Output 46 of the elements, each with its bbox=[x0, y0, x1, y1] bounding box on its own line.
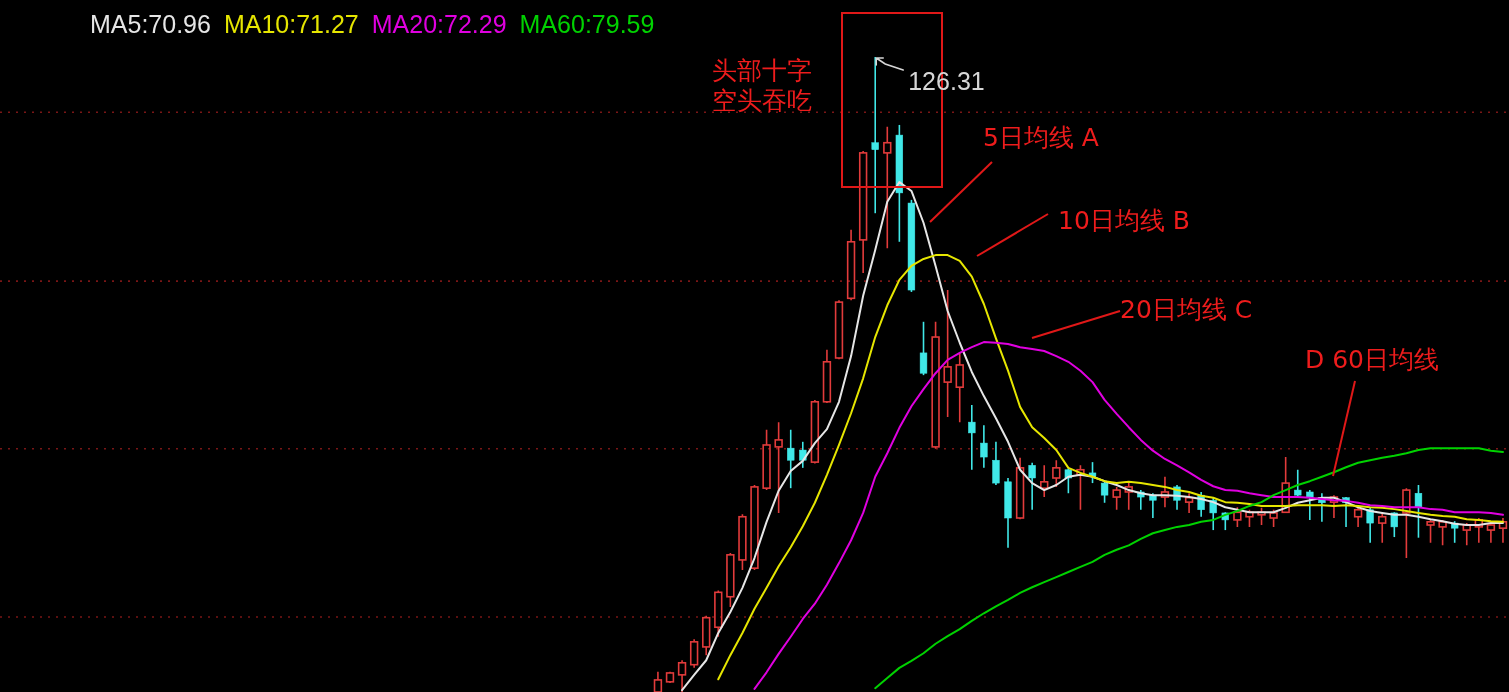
candlestick bbox=[1353, 507, 1363, 528]
candlestick bbox=[1378, 512, 1387, 544]
candlestick bbox=[1040, 464, 1049, 498]
candlestick bbox=[677, 659, 687, 692]
candlestick bbox=[1474, 517, 1484, 544]
candlestick bbox=[1306, 489, 1314, 521]
candlestick bbox=[1149, 492, 1157, 519]
candlestick bbox=[980, 424, 988, 469]
candlestick bbox=[689, 638, 699, 669]
candlestick bbox=[943, 289, 952, 418]
candlestick bbox=[1402, 487, 1411, 559]
candlestick bbox=[787, 428, 795, 489]
candlestick bbox=[702, 615, 711, 656]
candlestick bbox=[774, 421, 783, 514]
candlestick bbox=[1486, 522, 1496, 544]
candlestick bbox=[1015, 456, 1025, 519]
annotation: 空头吞吃 bbox=[712, 86, 812, 115]
candlestick bbox=[1160, 475, 1170, 509]
candlestick bbox=[1366, 507, 1374, 544]
candlestick bbox=[822, 348, 832, 403]
candlestick bbox=[955, 352, 964, 423]
candlestick bbox=[1426, 519, 1435, 544]
candlestick bbox=[1294, 468, 1302, 498]
candlestick bbox=[1076, 464, 1085, 511]
candlestick bbox=[1281, 456, 1290, 514]
candlestick bbox=[799, 441, 807, 469]
candlestick bbox=[1028, 461, 1036, 511]
annotation: 20日均线 C bbox=[1120, 295, 1253, 324]
candlestick bbox=[968, 404, 976, 471]
candlestick bbox=[1329, 494, 1339, 519]
candlestick bbox=[1414, 484, 1423, 539]
legend: MA5:70.96 MA10:71.27 MA20:72.29 MA60:79.59 bbox=[90, 10, 655, 38]
candlestick bbox=[653, 670, 663, 692]
candlestick bbox=[883, 126, 892, 249]
candlestick bbox=[1184, 492, 1194, 514]
annotation: 5日均线 A bbox=[983, 123, 1099, 152]
candlestick bbox=[992, 441, 1000, 486]
annotation: D 60日均线 bbox=[1305, 345, 1440, 374]
annotation: 头部十字 bbox=[712, 56, 812, 85]
annotation: 10日均线 B bbox=[1058, 206, 1190, 235]
candlestick bbox=[1124, 482, 1133, 511]
candlestick bbox=[1462, 522, 1471, 547]
candlestick bbox=[846, 228, 856, 302]
candlestick bbox=[871, 56, 879, 215]
candlestick bbox=[919, 321, 928, 376]
candlestick bbox=[858, 150, 868, 274]
